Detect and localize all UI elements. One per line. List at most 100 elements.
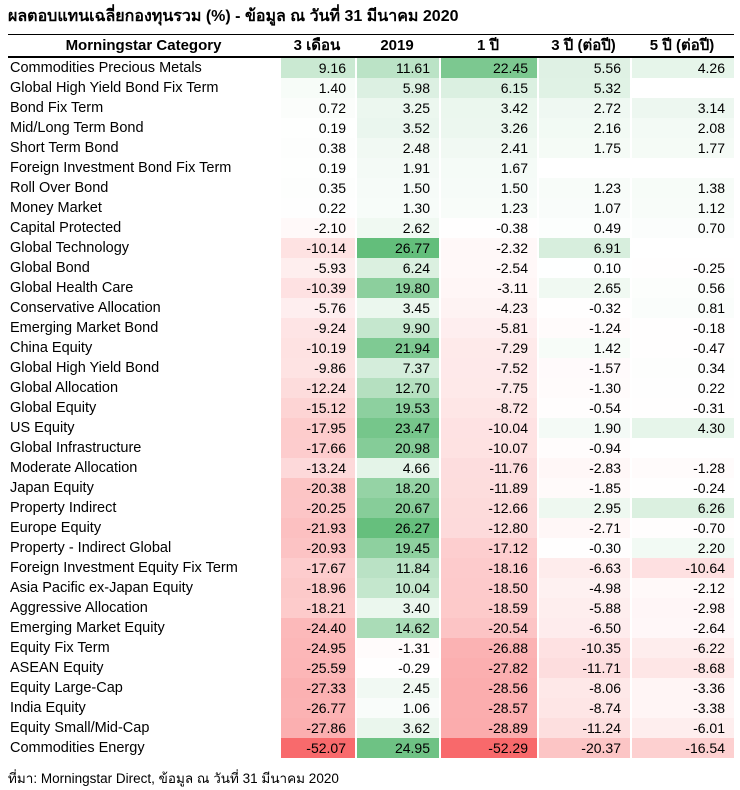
value-cell: -27.86 [279, 718, 355, 738]
category-cell: Moderate Allocation [8, 458, 279, 478]
value-cell: -2.12 [630, 578, 734, 598]
table-row: Equity Fix Term -24.95 -1.31 -26.88 -10.35 -6… [8, 638, 734, 658]
table-row: Europe Equity -21.93 26.27 -12.80 -2.71 -0.70 [8, 518, 734, 538]
category-cell: Foreign Investment Bond Fix Term [8, 158, 279, 178]
table-row: Equity Small/Mid-Cap -27.86 3.62 -28.89 -11.… [8, 718, 734, 738]
table-row: Foreign Investment Equity Fix Term -17.67… [8, 558, 734, 578]
value-cell: 19.53 [355, 398, 439, 418]
value-cell: -6.63 [537, 558, 630, 578]
value-cell: -16.54 [630, 738, 734, 758]
value-cell: -2.71 [537, 518, 630, 538]
category-cell: Europe Equity [8, 518, 279, 538]
value-cell: -18.21 [279, 598, 355, 618]
table-header: Morningstar Category 3 เดือน 2019 1 ปี 3 ปี … [8, 34, 734, 58]
value-cell: -20.37 [537, 738, 630, 758]
table-row: Property Indirect -20.25 20.67 -12.66 2.95 6.… [8, 498, 734, 518]
value-cell: -17.66 [279, 438, 355, 458]
value-cell: 5.32 [537, 78, 630, 98]
table-row: ASEAN Equity -25.59 -0.29 -27.82 -11.71 -8.68 [8, 658, 734, 678]
category-cell: Emerging Market Bond [8, 318, 279, 338]
value-cell: 3.40 [355, 598, 439, 618]
value-cell: -21.93 [279, 518, 355, 538]
table-row: Japan Equity -20.38 18.20 -11.89 -1.85 -0.24 [8, 478, 734, 498]
value-cell: 1.67 [439, 158, 537, 178]
value-cell: -1.85 [537, 478, 630, 498]
value-cell: 19.80 [355, 278, 439, 298]
category-cell: Aggressive Allocation [8, 598, 279, 618]
value-cell: -18.96 [279, 578, 355, 598]
value-cell: -10.19 [279, 338, 355, 358]
value-cell: -2.98 [630, 598, 734, 618]
value-cell: 11.84 [355, 558, 439, 578]
value-cell: -0.94 [537, 438, 630, 458]
category-cell: Global High Yield Bond [8, 358, 279, 378]
category-cell: Equity Fix Term [8, 638, 279, 658]
value-cell: 24.95 [355, 738, 439, 758]
value-cell: -18.59 [439, 598, 537, 618]
value-cell: 1.38 [630, 178, 734, 198]
table-row: Global Infrastructure -17.66 20.98 -10.07 -0… [8, 438, 734, 458]
value-cell: -7.29 [439, 338, 537, 358]
value-cell: -10.35 [537, 638, 630, 658]
value-cell: -0.38 [439, 218, 537, 238]
value-cell: -7.75 [439, 378, 537, 398]
value-cell: -2.32 [439, 238, 537, 258]
value-cell: 2.48 [355, 138, 439, 158]
value-cell: 1.23 [537, 178, 630, 198]
value-cell: -0.31 [630, 398, 734, 418]
value-cell: -2.54 [439, 258, 537, 278]
value-cell: 2.41 [439, 138, 537, 158]
table-row: Global Health Care -10.39 19.80 -3.11 2.65 0.… [8, 278, 734, 298]
category-cell: Foreign Investment Equity Fix Term [8, 558, 279, 578]
value-cell: 0.10 [537, 258, 630, 278]
table-row: Emerging Market Equity -24.40 14.62 -20.54-… [8, 618, 734, 638]
value-cell: 1.42 [537, 338, 630, 358]
value-cell: 0.81 [630, 298, 734, 318]
table-row: Property - Indirect Global -20.93 19.45 -17… [8, 538, 734, 558]
value-cell [630, 158, 734, 178]
value-cell: 0.19 [279, 158, 355, 178]
report-title: ผลตอบแทนเฉลี่ยกองทุนรวม (%) - ข้อมูล ณ ว… [8, 8, 459, 25]
value-cell: 0.34 [630, 358, 734, 378]
table-row: Money Market 0.22 1.30 1.23 1.07 1.12 [8, 198, 734, 218]
value-cell: 0.22 [630, 378, 734, 398]
table-row: Equity Large-Cap -27.33 2.45 -28.56 -8.06 -3.… [8, 678, 734, 698]
value-cell: 3.42 [439, 98, 537, 118]
category-cell: Commodities Precious Metals [8, 58, 279, 78]
value-cell: 2.62 [355, 218, 439, 238]
value-cell: 26.77 [355, 238, 439, 258]
table-row: India Equity -26.77 1.06 -28.57 -8.74 -3.38 [8, 698, 734, 718]
value-cell: -4.23 [439, 298, 537, 318]
value-cell: -26.88 [439, 638, 537, 658]
category-cell: Global Health Care [8, 278, 279, 298]
value-cell: -8.06 [537, 678, 630, 698]
table-row: Aggressive Allocation -18.21 3.40 -18.59 -5.… [8, 598, 734, 618]
value-cell: -18.50 [439, 578, 537, 598]
value-cell: -25.59 [279, 658, 355, 678]
value-cell: 1.23 [439, 198, 537, 218]
value-cell: 2.16 [537, 118, 630, 138]
value-cell: 6.15 [439, 78, 537, 98]
value-cell: 6.26 [630, 498, 734, 518]
value-cell: 9.90 [355, 318, 439, 338]
category-cell: Global Equity [8, 398, 279, 418]
column-header-3: 1 ปี [439, 34, 537, 58]
value-cell: 1.40 [279, 78, 355, 98]
table-row: Moderate Allocation -13.24 4.66 -11.76 -2.83… [8, 458, 734, 478]
value-cell: -13.24 [279, 458, 355, 478]
value-cell: -12.24 [279, 378, 355, 398]
table-row: Global Equity -15.12 19.53 -8.72 -0.54 -0.31 [8, 398, 734, 418]
table-row: Mid/Long Term Bond 0.19 3.52 3.26 2.16 2.08 [8, 118, 734, 138]
value-cell: -0.18 [630, 318, 734, 338]
value-cell: -7.52 [439, 358, 537, 378]
value-cell: -0.29 [355, 658, 439, 678]
table-body: Commodities Precious Metals 9.16 11.61 22.4… [8, 58, 734, 758]
value-cell: 6.24 [355, 258, 439, 278]
value-cell: -24.95 [279, 638, 355, 658]
value-cell: 21.94 [355, 338, 439, 358]
table-row: US Equity -17.95 23.47 -10.04 1.90 4.30 [8, 418, 734, 438]
value-cell: 19.45 [355, 538, 439, 558]
value-cell: 1.07 [537, 198, 630, 218]
value-cell: -11.76 [439, 458, 537, 478]
